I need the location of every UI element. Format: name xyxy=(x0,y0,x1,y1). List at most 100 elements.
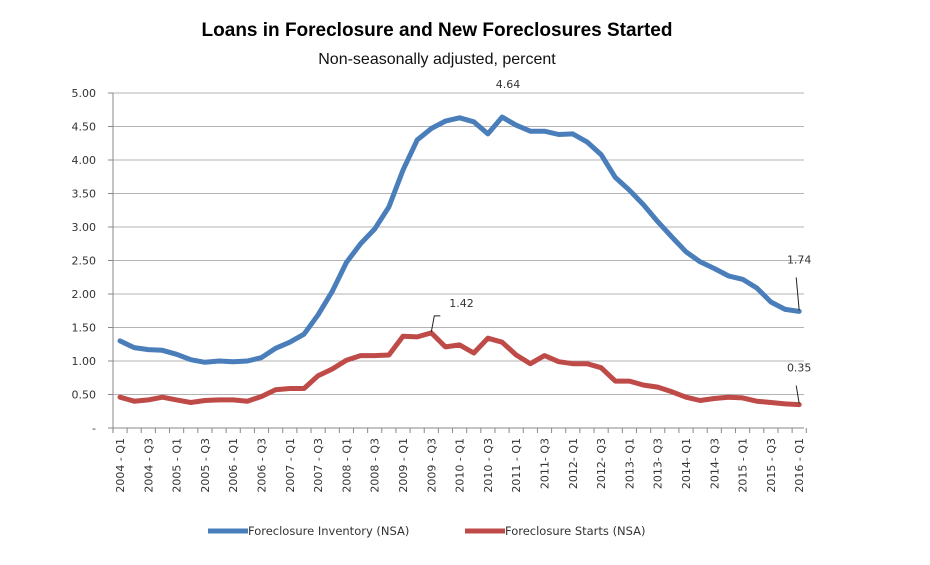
data-point xyxy=(727,396,729,398)
y-tick-label: 3.00 xyxy=(72,221,97,234)
data-point xyxy=(798,404,800,406)
data-point xyxy=(671,236,673,238)
data-point xyxy=(742,278,744,280)
y-tick-label: 4.00 xyxy=(72,154,97,167)
data-label: 1.42 xyxy=(449,297,474,310)
x-tick-label: 2010 - Q3 xyxy=(482,438,495,493)
series-lines xyxy=(117,114,802,408)
data-point xyxy=(147,399,149,401)
data-point xyxy=(600,154,602,156)
y-tick-label: 2.00 xyxy=(72,288,97,301)
data-point xyxy=(614,380,616,382)
legend: Foreclosure Inventory (NSA) Foreclosure … xyxy=(208,524,646,538)
data-point xyxy=(657,221,659,223)
data-point xyxy=(176,353,178,355)
data-point xyxy=(600,367,602,369)
x-tick-label: 2012- Q3 xyxy=(595,438,608,489)
y-tick-label: 0.50 xyxy=(72,389,97,402)
data-point xyxy=(586,363,588,365)
x-tick-label: 2013- Q3 xyxy=(652,438,665,489)
data-label: 4.64 xyxy=(496,78,521,91)
data-point xyxy=(402,335,404,337)
data-point xyxy=(416,336,418,338)
y-tick-label: 5.00 xyxy=(72,87,97,100)
data-point xyxy=(742,397,744,399)
data-point xyxy=(388,206,390,208)
x-tick-label: 2006 - Q1 xyxy=(227,438,240,493)
data-point xyxy=(430,128,432,130)
data-point xyxy=(643,204,645,206)
data-point xyxy=(756,287,758,289)
data-point xyxy=(685,396,687,398)
x-axis: 2004 - Q1 2004 - Q3 2005 - Q1 2005 - Q3 2006… xyxy=(108,427,807,493)
data-point xyxy=(628,380,630,382)
data-point xyxy=(374,228,376,230)
legend-label-inventory: Foreclosure Inventory (NSA) xyxy=(248,524,409,538)
data-point xyxy=(529,363,531,365)
data-point xyxy=(161,396,163,398)
data-point xyxy=(430,332,432,334)
data-point xyxy=(176,399,178,401)
data-point xyxy=(133,347,135,349)
x-tick-label: 2008 - Q1 xyxy=(340,438,353,493)
data-point xyxy=(544,355,545,357)
x-tick-label: 2007 - Q1 xyxy=(284,438,297,493)
data-point xyxy=(473,121,475,123)
data-point xyxy=(204,400,206,402)
data-point xyxy=(345,359,347,361)
data-point xyxy=(713,398,715,400)
x-tick-label: 2006 - Q3 xyxy=(256,438,269,493)
leader-line xyxy=(430,315,441,332)
data-point xyxy=(204,361,206,363)
y-axis: - 0.50 1.00 1.50 2.00 2.50 3.00 3.50 4.00 4.50 5.0… xyxy=(72,87,114,435)
data-point xyxy=(459,344,461,346)
data-point xyxy=(388,354,390,356)
data-point xyxy=(657,386,659,388)
data-point xyxy=(558,361,560,363)
data-point xyxy=(756,400,758,402)
leader-line xyxy=(795,385,800,404)
data-point xyxy=(289,341,291,343)
data-point xyxy=(147,349,149,351)
data-point xyxy=(558,134,560,136)
y-tick-label: 1.00 xyxy=(72,355,97,368)
x-tick-label: 2016 - Q1 xyxy=(793,438,806,493)
data-point xyxy=(572,363,574,365)
data-label: 1.74 xyxy=(787,253,812,266)
data-point xyxy=(416,139,418,141)
data-point xyxy=(515,124,517,126)
x-tick-label: 2009 - Q1 xyxy=(397,438,410,493)
data-point xyxy=(246,400,248,402)
data-point xyxy=(402,169,404,171)
data-point xyxy=(374,355,376,357)
data-point xyxy=(119,340,121,342)
data-point xyxy=(784,308,786,310)
x-tick-label: 2005 - Q3 xyxy=(199,438,212,493)
data-label: 0.35 xyxy=(787,362,812,375)
x-tick-label: 2013- Q1 xyxy=(623,438,636,489)
data-point xyxy=(473,352,475,354)
data-point xyxy=(798,310,800,312)
data-point xyxy=(232,361,234,363)
data-point xyxy=(360,243,362,245)
data-point xyxy=(331,368,333,370)
data-labels: 4.64 1.74 1.42 0.35 xyxy=(430,78,812,404)
data-point xyxy=(586,141,588,143)
x-tick-label: 2012- Q1 xyxy=(567,438,580,489)
data-point xyxy=(699,261,701,263)
leader-line xyxy=(795,277,800,311)
y-tick-label: 2.50 xyxy=(72,255,97,268)
x-tick-label: 2014- Q1 xyxy=(680,438,693,489)
gridlines xyxy=(113,92,804,395)
x-tick-label: 2009 - Q3 xyxy=(425,438,438,493)
y-tick-label: - xyxy=(92,422,96,435)
data-point xyxy=(628,189,630,191)
x-tick-label: 2015 - Q3 xyxy=(765,438,778,493)
data-point xyxy=(317,314,319,316)
x-tick-label: 2010 - Q1 xyxy=(454,438,467,493)
x-tick-label: 2008 - Q3 xyxy=(369,438,382,493)
data-point xyxy=(261,396,262,398)
data-point xyxy=(727,275,729,277)
x-tick-label: 2007 - Q3 xyxy=(312,438,325,493)
